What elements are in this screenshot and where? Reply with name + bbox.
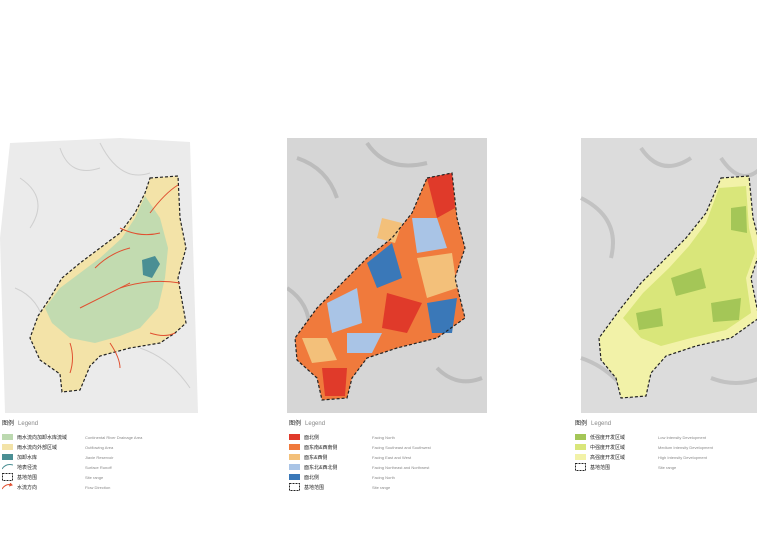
- flow-arrows: [69, 184, 181, 374]
- flow-arrow-icon: [2, 483, 13, 490]
- terrain-texture: [580, 146, 757, 400]
- legend-title: 图例 Legend: [2, 421, 39, 427]
- legend-item: 面东&西侧 Facing East and West: [289, 452, 485, 462]
- legend-item: 加卸水库 Jiaxie Reservoir: [2, 452, 198, 462]
- aspect-map: [287, 138, 487, 413]
- site-range-icon: [575, 463, 586, 471]
- legend-item: 高强度开发区域 High Intensity Development: [575, 452, 757, 462]
- site-range-icon: [2, 473, 13, 481]
- swatch: [289, 454, 300, 460]
- site-boundary: [598, 175, 757, 399]
- runoff-icon: [2, 464, 13, 470]
- development-map: [580, 138, 757, 413]
- legend-item: 基地范围 Site range: [2, 472, 198, 482]
- legend-item: 地表径流 Surface Runoff: [2, 462, 198, 472]
- swatch: [2, 434, 13, 440]
- swatch: [289, 434, 300, 440]
- drainage-area: [45, 196, 168, 343]
- legend-item: 面东北&西北侧 Facing Northeast and Northwest: [289, 462, 485, 472]
- swatch: [575, 434, 586, 440]
- site-boundary: [29, 175, 187, 393]
- legend-item: 雨水流向加卸水库流域 Continental River Drainage Are…: [2, 432, 198, 442]
- swatch: [575, 454, 586, 460]
- legend-item: 面北侧 Facing North: [289, 472, 485, 482]
- hydrology-legend: 图例 Legend 雨水流向加卸水库流域 Continental River Dra…: [2, 418, 198, 492]
- site-boundary: [294, 172, 466, 401]
- reservoir: [142, 256, 160, 278]
- legend-item: 基地范围 Site range: [575, 462, 757, 472]
- aspect-legend: 图例 Legend 面北侧 Facing North 面东南&西南侧 Facing S…: [289, 418, 485, 492]
- swatch: [289, 474, 300, 480]
- development-legend: 图例 Legend 低强度开发区域 Low Intensity Developmen…: [575, 418, 757, 472]
- aspect-facets: [302, 173, 457, 396]
- hydrology-map: [0, 138, 198, 413]
- aspect-panel: 图例 Legend 面北侧 Facing North 面东南&西南侧 Facing S…: [287, 0, 487, 535]
- swatch: [289, 444, 300, 450]
- development-panel: 图例 Legend 低强度开发区域 Low Intensity Developmen…: [573, 0, 757, 535]
- swatch: [289, 464, 300, 470]
- site-range-icon: [289, 483, 300, 491]
- legend-item: 水流方向 Flow Direction: [2, 482, 198, 492]
- legend-item: 中强度开发区域 Medium Intensity Development: [575, 442, 757, 452]
- legend-item: 面北侧 Facing North: [289, 432, 485, 442]
- legend-item: 低强度开发区域 Low Intensity Development: [575, 432, 757, 442]
- legend-item: 面东南&西南侧 Facing Southeast and Southwest: [289, 442, 485, 452]
- terrain-contours: [14, 142, 191, 389]
- legend-item: 雨水流向外部区域 Outflowing Area: [2, 442, 198, 452]
- swatch: [575, 444, 586, 450]
- low-intensity-area: [636, 206, 747, 330]
- legend-title: 图例 Legend: [289, 421, 326, 427]
- hydrology-panel: 图例 Legend 雨水流向加卸水库流域 Continental River Dra…: [0, 0, 200, 535]
- legend-item: 基地范围 Site range: [289, 482, 485, 492]
- legend-title: 图例 Legend: [575, 421, 612, 427]
- swatch: [2, 444, 13, 450]
- terrain-texture: [287, 141, 483, 384]
- swatch: [2, 454, 13, 460]
